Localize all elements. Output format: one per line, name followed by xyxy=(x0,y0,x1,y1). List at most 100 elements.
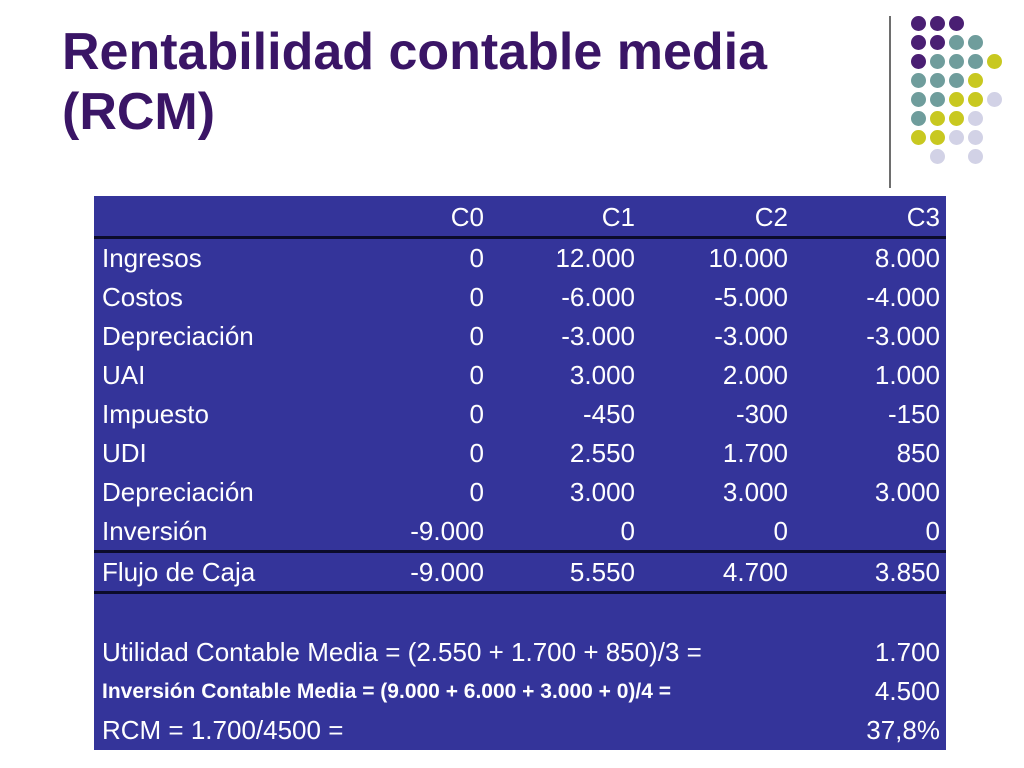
total-c1: 5.550 xyxy=(569,557,635,587)
table-row: Costos 0 -6.000 -5.000 -4.000 xyxy=(94,278,946,317)
decorative-dot xyxy=(930,111,945,126)
cell-c0: 0 xyxy=(469,399,484,429)
decorative-dot xyxy=(968,130,983,145)
total-divider-bottom xyxy=(94,591,946,594)
summary-value: 37,8% xyxy=(866,715,940,745)
cash-flow-table: C0 C1 C2 C3 Ingresos 0 12.000 10.000 8.0… xyxy=(94,196,946,750)
summary-value: 4.500 xyxy=(874,676,940,706)
decorative-dot xyxy=(968,92,983,107)
cell-c1: 2.550 xyxy=(569,438,635,468)
cell-c3: 850 xyxy=(896,438,940,468)
total-row: Flujo de Caja -9.000 5.550 4.700 3.850 xyxy=(94,553,946,592)
cell-c2: 3.000 xyxy=(722,477,788,507)
cell-c2: 10.000 xyxy=(708,243,788,273)
summary-row: Inversión Contable Media = (9.000 + 6.00… xyxy=(94,672,946,711)
cell-c2: 0 xyxy=(773,516,788,546)
decorative-dot xyxy=(987,54,1002,69)
column-header-c3: C3 xyxy=(906,202,940,232)
decorative-dot xyxy=(949,73,964,88)
column-header-c0: C0 xyxy=(450,202,484,232)
decorative-dot xyxy=(949,130,964,145)
summary-label: Inversión Contable Media = (9.000 + 6.00… xyxy=(102,680,672,703)
decorative-dot xyxy=(930,92,945,107)
table-row: UAI 0 3.000 2.000 1.000 xyxy=(94,356,946,395)
decorative-dot xyxy=(930,73,945,88)
cell-c3: 0 xyxy=(925,516,940,546)
decorative-dot xyxy=(968,73,983,88)
cell-c2: -300 xyxy=(735,399,788,429)
summary-row: Utilidad Contable Media = (2.550 + 1.700… xyxy=(94,633,946,672)
decorative-dot xyxy=(911,92,926,107)
row-label: Inversión xyxy=(102,516,208,546)
decorative-dot xyxy=(911,130,926,145)
cell-c1: 0 xyxy=(620,516,635,546)
decorative-dot xyxy=(968,35,983,50)
table-row: Depreciación 0 3.000 3.000 3.000 xyxy=(94,473,946,512)
decorative-dot xyxy=(930,54,945,69)
decorative-dot xyxy=(949,92,964,107)
summary-label: RCM = 1.700/4500 = xyxy=(102,715,344,745)
cell-c1: -6.000 xyxy=(561,282,635,312)
row-label: Impuesto xyxy=(102,399,209,429)
table-row: Depreciación 0 -3.000 -3.000 -3.000 xyxy=(94,317,946,356)
cell-c2: -5.000 xyxy=(714,282,788,312)
slide-title-line-1: Rentabilidad contable media xyxy=(62,23,768,81)
cell-c1: -450 xyxy=(582,399,635,429)
cell-c1: -3.000 xyxy=(561,321,635,351)
row-label: Costos xyxy=(102,282,183,312)
header-divider xyxy=(94,236,946,239)
decorative-dot xyxy=(930,149,945,164)
cell-c1: 3.000 xyxy=(569,477,635,507)
decorative-dot xyxy=(968,54,983,69)
cell-c0: 0 xyxy=(469,282,484,312)
cell-c0: -9.000 xyxy=(410,516,484,546)
cell-c3: -3.000 xyxy=(866,321,940,351)
decorative-dot xyxy=(911,111,926,126)
table-row: Ingresos 0 12.000 10.000 8.000 xyxy=(94,239,946,278)
decorative-dot xyxy=(949,16,964,31)
row-label: UAI xyxy=(102,360,146,390)
decorative-dot xyxy=(930,130,945,145)
table-header-row: C0 C1 C2 C3 xyxy=(94,198,946,237)
row-label: Depreciación xyxy=(102,321,254,351)
table-row: Impuesto 0 -450 -300 -150 xyxy=(94,395,946,434)
cell-c0: 0 xyxy=(469,360,484,390)
decorative-dot xyxy=(911,16,926,31)
cell-c1: 3.000 xyxy=(569,360,635,390)
cell-c2: 1.700 xyxy=(722,438,788,468)
decorative-dot xyxy=(911,54,926,69)
decorative-vertical-rule xyxy=(889,16,891,188)
cell-c3: 8.000 xyxy=(874,243,940,273)
total-c3: 3.850 xyxy=(874,557,940,587)
summary-value: 1.700 xyxy=(874,637,940,667)
total-c0: -9.000 xyxy=(410,557,484,587)
cell-c0: 0 xyxy=(469,243,484,273)
decorative-dot xyxy=(911,73,926,88)
row-label: Ingresos xyxy=(102,243,202,273)
decorative-dot xyxy=(968,149,983,164)
total-c2: 4.700 xyxy=(722,557,788,587)
cell-c3: 1.000 xyxy=(874,360,940,390)
cell-c3: -4.000 xyxy=(866,282,940,312)
total-label: Flujo de Caja xyxy=(102,557,256,587)
table-row: Inversión -9.000 0 0 0 xyxy=(94,512,946,551)
column-header-c1: C1 xyxy=(601,202,635,232)
decorative-dot xyxy=(968,111,983,126)
row-label: UDI xyxy=(102,438,147,468)
decorative-dot xyxy=(949,111,964,126)
row-label: Depreciación xyxy=(102,477,254,507)
cell-c2: 2.000 xyxy=(722,360,788,390)
decorative-dot xyxy=(911,35,926,50)
cell-c0: 0 xyxy=(469,321,484,351)
slide-title: Rentabilidad contable media (RCM) xyxy=(62,22,862,142)
summary-row: RCM = 1.700/4500 = 37,8% xyxy=(94,711,946,750)
cell-c0: 0 xyxy=(469,477,484,507)
decorative-dot xyxy=(930,16,945,31)
total-divider-top xyxy=(94,550,946,553)
column-header-c2: C2 xyxy=(754,202,788,232)
decorative-dot xyxy=(987,92,1002,107)
slide-title-line-2: (RCM) xyxy=(62,83,216,141)
cell-c1: 12.000 xyxy=(555,243,635,273)
decorative-dot xyxy=(930,35,945,50)
cell-c3: 3.000 xyxy=(874,477,940,507)
